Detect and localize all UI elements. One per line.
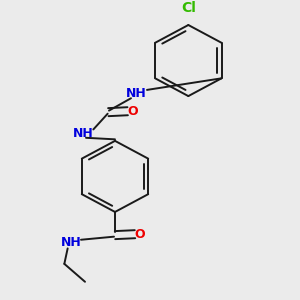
Text: NH: NH xyxy=(61,236,81,249)
Text: Cl: Cl xyxy=(181,1,196,15)
Text: NH: NH xyxy=(73,127,94,140)
Text: O: O xyxy=(135,228,145,241)
Text: O: O xyxy=(128,105,138,118)
Text: NH: NH xyxy=(126,87,147,100)
